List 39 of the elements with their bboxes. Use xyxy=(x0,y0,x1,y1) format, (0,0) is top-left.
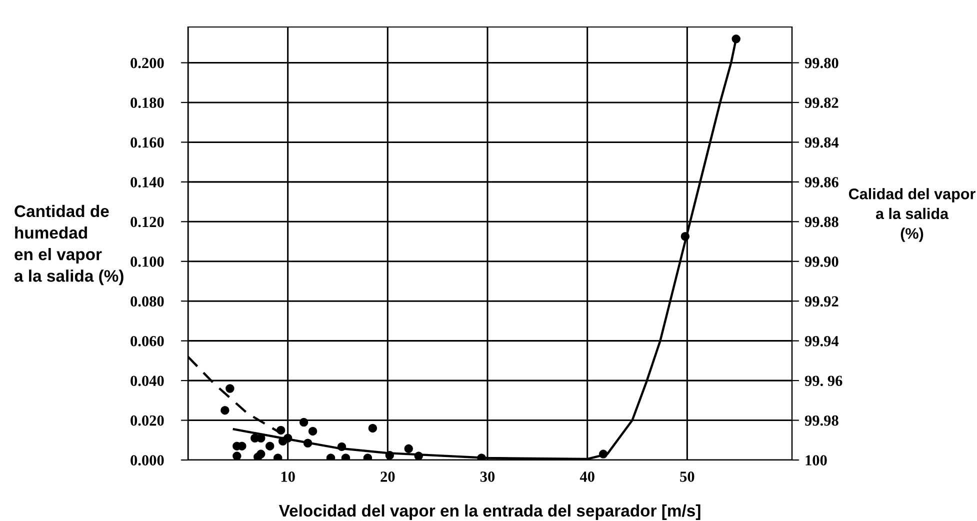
y2-tick-label: 99.92 xyxy=(804,296,838,307)
y2-tick-label: 99.88 xyxy=(804,216,838,228)
y-tick-label: 0.120 xyxy=(130,216,164,228)
y-axis-title: Cantidad de humedad en el vapor a la salida (%) xyxy=(14,204,124,286)
y2-tick-label: 99.94 xyxy=(804,336,839,346)
y2-tick-label: 100 xyxy=(806,455,827,466)
y-tick-label: 0.020 xyxy=(130,415,164,426)
x-tick-label: 20 xyxy=(380,472,395,482)
y2-tick-label: 99.82 xyxy=(804,98,838,108)
y2-tick-label: 99.98 xyxy=(804,415,838,426)
point xyxy=(308,426,318,436)
y-tick-label: 0.200 xyxy=(130,58,164,68)
y2-tick-label: 99. 96 xyxy=(804,376,842,386)
x-tick-label: 50 xyxy=(680,472,694,482)
y-tick-label: 0.040 xyxy=(130,376,164,386)
point xyxy=(404,444,414,454)
point xyxy=(220,406,230,415)
y2-tick-label: 99.84 xyxy=(804,137,839,148)
point xyxy=(299,418,308,427)
y2-tick-label: 99.80 xyxy=(804,58,838,68)
point xyxy=(232,452,242,460)
y-tick-label: 0.160 xyxy=(130,137,164,148)
y-tick-label: 0.080 xyxy=(130,296,164,307)
x-tick-label: 40 xyxy=(580,472,594,482)
y2-tick-label: 99.86 xyxy=(804,177,838,188)
y2-axis-title: Calidad del vapor a la salida (%) xyxy=(848,188,976,242)
y-tick-label: 0.180 xyxy=(130,98,164,108)
y-tick-label: 0.100 xyxy=(130,256,164,267)
y-tick-label: 0.060 xyxy=(130,336,164,346)
point xyxy=(368,424,378,433)
x-tick-label: 30 xyxy=(480,472,495,482)
x-axis-title: Velocidad del vapor en la entrada del separador [m/s] xyxy=(278,504,700,520)
point xyxy=(226,384,234,393)
y-tick-label: 0.140 xyxy=(130,177,164,188)
x-tick-label: 10 xyxy=(281,472,295,482)
y-tick-label: 0.000 xyxy=(130,455,164,466)
y2-tick-label: 99.90 xyxy=(804,256,838,267)
point xyxy=(265,442,274,450)
point xyxy=(254,452,262,460)
